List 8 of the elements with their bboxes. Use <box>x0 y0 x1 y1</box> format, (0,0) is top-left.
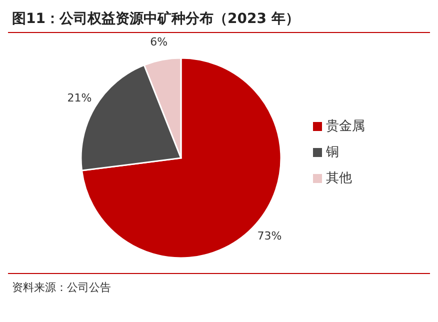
legend-label: 铜 <box>326 145 339 160</box>
data-label: 6% <box>150 36 168 49</box>
data-label: 73% <box>257 230 282 243</box>
legend-label: 其他 <box>326 171 352 186</box>
data-label: 21% <box>67 91 92 104</box>
chart-title: 图11：公司权益资源中矿种分布（2023 年） <box>8 8 430 33</box>
text: 资料来源：公司公告 <box>12 280 112 295</box>
legend-label: 贵金属 <box>326 119 365 134</box>
